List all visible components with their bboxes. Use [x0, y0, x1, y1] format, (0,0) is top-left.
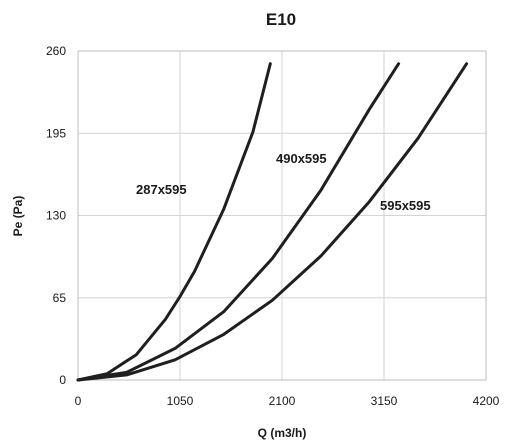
y-tick-label: 130 [46, 209, 66, 223]
series-line-490x595 [76, 62, 401, 382]
series-label: 595x595 [380, 198, 431, 213]
plot-frame [77, 50, 487, 381]
series-curves [76, 62, 469, 382]
series-labels: 287x595 490x595 595x595 [136, 151, 431, 213]
x-tick-label: 4200 [473, 394, 500, 408]
y-tick-label: 260 [46, 44, 66, 58]
chart-title: E10 [266, 10, 296, 29]
gridlines [77, 50, 487, 381]
x-tick-label: 3150 [371, 394, 398, 408]
x-tick-label: 0 [75, 394, 82, 408]
x-tick-label: 2100 [269, 394, 296, 408]
x-axis-label: Q (m3/h) [258, 426, 307, 440]
y-tick-label: 195 [46, 126, 66, 140]
y-tick-labels: 0 65 130 195 260 [46, 44, 66, 387]
x-tick-label: 1050 [167, 394, 194, 408]
series-line-287x595 [76, 62, 272, 382]
series-label: 287x595 [136, 182, 187, 197]
y-tick-label: 65 [53, 291, 67, 305]
y-tick-label: 0 [59, 373, 66, 387]
x-tick-labels: 0 1050 2100 3150 4200 [75, 394, 500, 408]
series-label: 490x595 [276, 151, 327, 166]
series-line-595x595 [76, 62, 469, 382]
y-axis-label: Pe (Pa) [11, 196, 25, 237]
